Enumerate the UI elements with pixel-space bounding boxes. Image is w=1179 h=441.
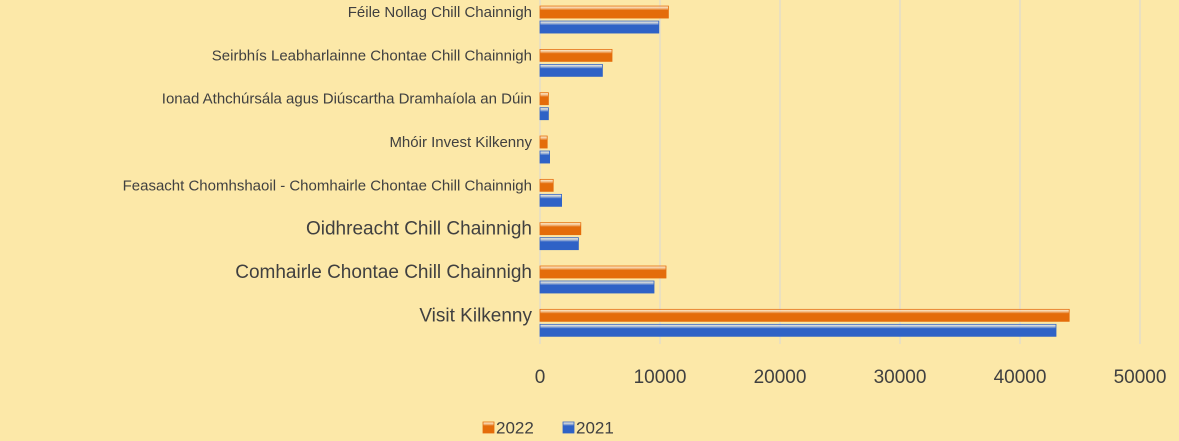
bar [539, 280, 655, 294]
bar [539, 150, 551, 164]
y-tick-label: Oidhreacht Chill Chainnigh [306, 219, 532, 240]
legend-label: 2021 [576, 418, 614, 437]
bar [539, 237, 579, 251]
y-tick-label: Mhóir Invest Kilkenny [389, 134, 532, 151]
bar [539, 193, 563, 207]
bar [539, 107, 549, 121]
x-tick-label: 50000 [1114, 367, 1167, 388]
legend-swatch [562, 421, 575, 434]
bar [539, 135, 548, 149]
bar [539, 48, 613, 62]
y-tick-label: Comhairle Chontae Chill Chainnigh [235, 262, 532, 283]
y-tick-label: Visit Kilkenny [419, 305, 532, 326]
y-tick-label: Seirbhís Leabharlainne Chontae Chill Cha… [212, 47, 532, 64]
legend-swatch [482, 421, 495, 434]
y-tick-label: Ionad Athchúrsála agus Diúscartha Dramha… [162, 91, 532, 108]
bar [539, 92, 549, 106]
legend-label: 2022 [496, 418, 534, 437]
x-tick-label: 0 [535, 367, 546, 388]
bar [539, 308, 1070, 322]
y-tick-label: Feasacht Chomhshaoil - Chomhairle Chonta… [123, 177, 532, 194]
bar [539, 5, 669, 19]
x-tick-label: 30000 [874, 367, 927, 388]
bar [539, 178, 554, 192]
x-tick-label: 40000 [994, 367, 1047, 388]
x-tick-label: 10000 [634, 367, 687, 388]
bar [539, 20, 660, 34]
bar [539, 323, 1057, 337]
y-tick-label: Féile Nollag Chill Chainnigh [348, 4, 532, 21]
bar [539, 63, 603, 77]
bar [539, 222, 582, 236]
bar [539, 265, 667, 279]
x-tick-label: 20000 [754, 367, 807, 388]
